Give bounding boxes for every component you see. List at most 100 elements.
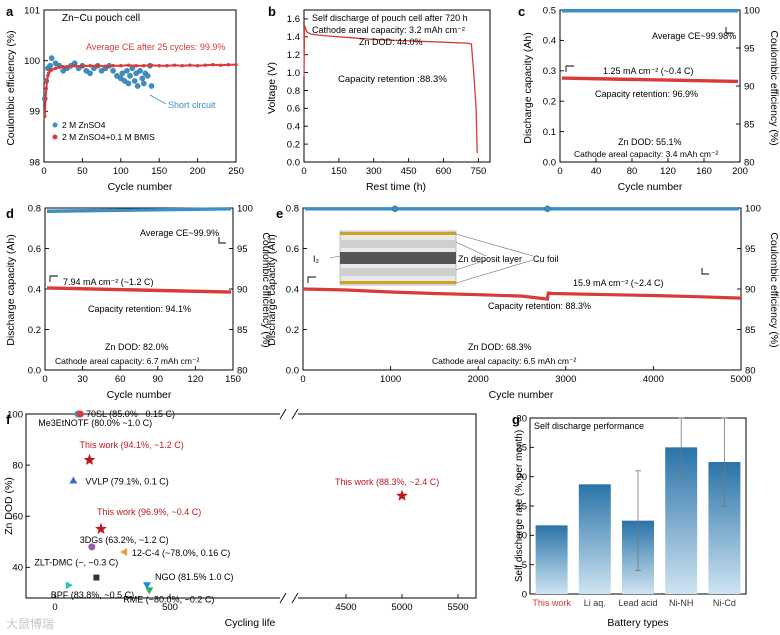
y2-tick-label: 80 bbox=[744, 157, 755, 168]
x-tick-label: 4000 bbox=[643, 374, 664, 385]
panel-d-annotation-retention: Capacity retention: 94.1% bbox=[88, 304, 191, 314]
y-tick-label: 0.6 bbox=[287, 104, 300, 115]
y-tick-label: 0.2 bbox=[543, 97, 556, 108]
y-tick-label: 20 bbox=[516, 472, 527, 483]
point-marker-triangle bbox=[65, 581, 73, 590]
panel-f-label: f bbox=[6, 412, 11, 427]
point-label: This work (94.1%, ~1.2 C) bbox=[80, 440, 184, 450]
axis-break-mark-2 bbox=[291, 408, 299, 420]
point-label: VVLP (79.1%, 0.1 C) bbox=[85, 476, 168, 486]
schematic-i2-line bbox=[329, 255, 341, 259]
axis-break-mark-4 bbox=[291, 592, 299, 604]
x-tick-label: 200 bbox=[732, 166, 748, 177]
y-tick-label: 0.8 bbox=[286, 203, 299, 214]
point-label: This work (96.9%, ~0.4 C) bbox=[97, 507, 201, 517]
y-tick-label: 0.0 bbox=[28, 365, 41, 376]
series-ce-outlier-point bbox=[391, 205, 399, 213]
panel-b-subtitle2: Zn DOD: 44.0% bbox=[359, 37, 423, 47]
x-tick-label: 0 bbox=[41, 166, 46, 177]
x-tick-label: 150 bbox=[331, 166, 347, 177]
panel-c-annotation-ce: Average CE~99.98% bbox=[652, 31, 736, 41]
axis-break-mark-3 bbox=[279, 592, 287, 604]
point-label: 70SL (85.0% ~0.15 C) bbox=[86, 409, 175, 419]
panel-d-y2label: Coulombic efficiency (%) bbox=[260, 232, 272, 347]
series-voltage-line bbox=[303, 25, 478, 154]
y2-tick-label: 100 bbox=[745, 203, 761, 214]
panel-a: a Zn−Cu pouch cell 0 50 100 150 200 250 98 99 10… bbox=[5, 4, 244, 193]
series-znso4-point bbox=[47, 62, 53, 69]
panel-f-ylabel: Zn DOD (%) bbox=[3, 477, 15, 535]
series-znso4-point bbox=[141, 80, 147, 87]
panel-c-y2label: Coulombic efficiency (%) bbox=[768, 30, 780, 145]
panel-g: g Self discharge performance 0 5 10 15 20 25 3… bbox=[512, 412, 747, 629]
y-tick-label: 0.8 bbox=[28, 203, 41, 214]
x-tick-label: 450 bbox=[401, 166, 417, 177]
y-tick-label: 0.5 bbox=[543, 5, 556, 16]
y-tick-label: 1.0 bbox=[287, 68, 300, 79]
point-marker-square bbox=[93, 574, 100, 581]
panel-g-label: g bbox=[512, 412, 520, 427]
y-tick-label: 0.3 bbox=[543, 66, 556, 77]
panel-d: d 0 30 60 90 120 150 0.0 0.2 0.4 0.6 0.8 80 85 90 95 10… bbox=[5, 203, 272, 401]
panel-d-left-axis-arrow bbox=[49, 275, 58, 282]
bar bbox=[535, 525, 568, 594]
panel-g-xlabel: Battery types bbox=[607, 617, 668, 629]
axis-break-bottom-mask bbox=[280, 593, 298, 603]
panel-f-frame bbox=[25, 413, 477, 599]
y2-tick-label: 85 bbox=[745, 325, 756, 336]
point-marker-star bbox=[83, 453, 96, 465]
y-tick-label: 0.4 bbox=[287, 122, 300, 133]
series-bmis-segment bbox=[51, 67, 56, 71]
panel-d-right-axis-arrow bbox=[218, 237, 226, 244]
series-znso4-point bbox=[121, 78, 128, 84]
y-tick-label: 101 bbox=[24, 5, 40, 16]
series-bmis-segment bbox=[47, 70, 51, 74]
legend-a-label-bmis: 2 M ZnSO4+0.1 M BMIS bbox=[62, 132, 155, 142]
panel-d-annotation-dod: Zn DOD: 82.0% bbox=[105, 342, 169, 352]
y2-tick-label: 90 bbox=[237, 284, 248, 295]
series-bmis-segment bbox=[59, 65, 64, 69]
y-tick-label: 0.6 bbox=[28, 244, 41, 255]
y-tick-label: 0.0 bbox=[287, 157, 300, 168]
series-znso4-point bbox=[137, 68, 143, 74]
panel-d-ylabel: Discharge capacity (Ah) bbox=[5, 234, 17, 345]
series-ce-line bbox=[46, 207, 232, 213]
point-marker-circle bbox=[88, 543, 96, 551]
cell-schematic: I₂ Zn deposit layer Cu foil bbox=[313, 230, 559, 286]
axis-break-top-mask bbox=[280, 409, 298, 419]
panel-e: e 0 1000 2000 3000 4000 5000 0.0 0.2 0.4 0.6 0.8 80… bbox=[266, 203, 780, 401]
panel-b-subtitle: Cathode areal capacity: 3.2 mAh cm⁻² bbox=[312, 25, 465, 35]
panel-g-ylabel: Self discharge rate (%, per month) bbox=[514, 430, 525, 582]
y-tick-label: 0.0 bbox=[286, 365, 299, 376]
x-tick-label: 5000 bbox=[391, 602, 412, 613]
y-tick-label: 30 bbox=[516, 413, 527, 424]
axis-break-mark-1 bbox=[279, 408, 287, 420]
y-tick-label: 0.4 bbox=[543, 36, 556, 47]
x-tick-label: 5500 bbox=[447, 602, 468, 613]
x-tick-label: 2000 bbox=[468, 374, 489, 385]
y-tick-label: 0.0 bbox=[543, 157, 556, 168]
point-label: BPF (83.8%, ~0.5 C) bbox=[51, 590, 134, 600]
schematic-zn-deposit-label: Zn deposit layer bbox=[458, 254, 522, 264]
series-bmis-segment bbox=[143, 64, 152, 67]
series-bmis-segment bbox=[174, 64, 183, 67]
y-tick-label: 0 bbox=[522, 589, 527, 600]
schematic-layer-bottom bbox=[340, 268, 456, 276]
panel-c-xlabel: Cycle number bbox=[618, 181, 683, 193]
series-bmis-segment bbox=[46, 75, 49, 82]
panel-a-title: Zn−Cu pouch cell bbox=[62, 13, 140, 24]
series-znso4-point bbox=[87, 70, 93, 77]
x-tick-label: 0 bbox=[301, 166, 306, 177]
panel-d-xlabel: Cycle number bbox=[107, 389, 172, 401]
schematic-layer-top bbox=[340, 240, 456, 248]
series-znso4-point bbox=[110, 68, 116, 74]
series-bmis-segment bbox=[205, 63, 214, 67]
x-tick-label: 750 bbox=[470, 166, 486, 177]
y-tick-label: 1.6 bbox=[287, 14, 300, 25]
x-tick-label: 3000 bbox=[555, 374, 576, 385]
series-bmis-segment bbox=[82, 64, 91, 68]
y-tick-label: 98 bbox=[29, 157, 40, 168]
series-bmis-segment bbox=[212, 63, 221, 67]
schematic-zn-layer bbox=[340, 252, 456, 264]
y2-tick-label: 85 bbox=[237, 325, 248, 336]
